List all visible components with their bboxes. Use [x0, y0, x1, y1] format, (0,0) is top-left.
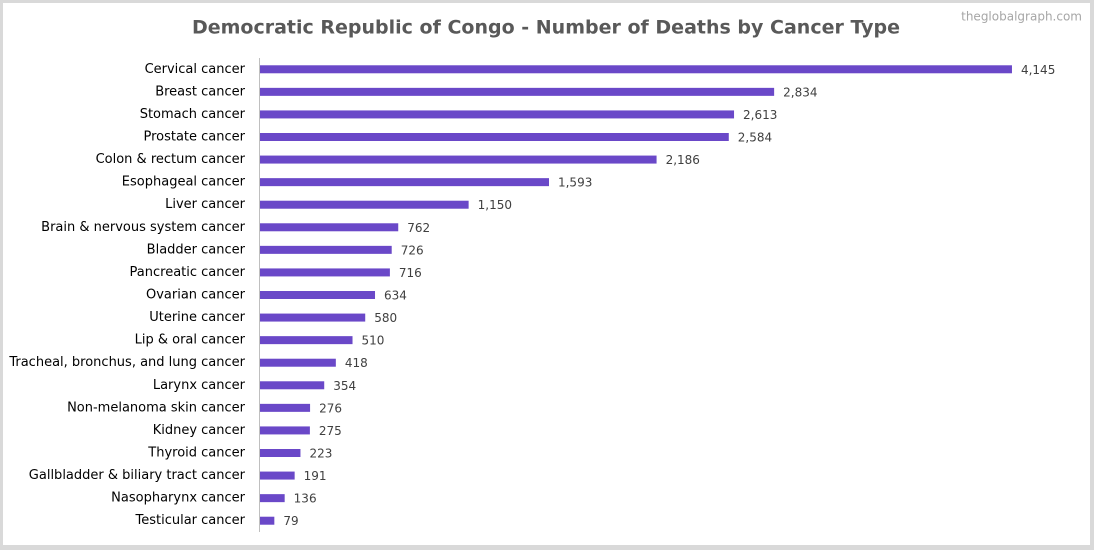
- data-label: 2,186: [666, 153, 700, 167]
- bar: [260, 200, 469, 209]
- y-tick-label: Larynx cancer: [153, 378, 246, 393]
- data-label: 275: [319, 424, 342, 438]
- bar: [260, 178, 549, 187]
- data-label: 716: [399, 266, 422, 280]
- y-tick-label: Uterine cancer: [149, 310, 245, 325]
- data-label: 1,593: [558, 176, 592, 190]
- bar: [260, 516, 275, 525]
- y-tick-label: Bladder cancer: [147, 242, 246, 257]
- bar: [260, 381, 325, 390]
- bar: [260, 155, 657, 164]
- y-tick-label: Lip & oral cancer: [135, 333, 246, 348]
- data-label: 136: [294, 492, 317, 506]
- data-label: 354: [333, 379, 356, 393]
- y-tick-label: Tracheal, bronchus, and lung cancer: [8, 355, 245, 370]
- bar: [260, 245, 392, 254]
- y-tick-label: Liver cancer: [165, 197, 246, 212]
- data-label: 580: [374, 311, 397, 325]
- data-label: 510: [362, 334, 385, 348]
- data-label: 2,834: [783, 85, 817, 99]
- y-tick-label: Ovarian cancer: [146, 288, 246, 303]
- data-label: 223: [309, 447, 332, 461]
- y-tick-label: Cervical cancer: [145, 62, 246, 77]
- bar: [260, 471, 295, 480]
- data-label: 4,145: [1021, 63, 1055, 77]
- watermark: theglobalgraph.com: [961, 10, 1082, 24]
- y-tick-label: Nasopharynx cancer: [111, 491, 245, 506]
- y-tick-label: Non-melanoma skin cancer: [67, 400, 246, 415]
- bar: [260, 426, 310, 435]
- bar: [260, 336, 353, 345]
- data-label: 2,613: [743, 108, 777, 122]
- data-label: 79: [283, 514, 298, 528]
- data-label: 634: [384, 289, 407, 303]
- y-tick-label: Esophageal cancer: [122, 175, 246, 190]
- data-label: 726: [401, 243, 424, 257]
- bar: [260, 291, 376, 299]
- bar: [260, 223, 399, 232]
- y-tick-label: Breast cancer: [155, 84, 245, 99]
- bar: [260, 268, 390, 277]
- y-tick-label: Kidney cancer: [153, 423, 246, 438]
- y-tick-label: Thyroid cancer: [147, 446, 245, 461]
- data-label: 1,150: [478, 198, 512, 212]
- data-label: 762: [407, 221, 430, 235]
- y-tick-label: Colon & rectum cancer: [96, 152, 246, 167]
- y-tick-label: Prostate cancer: [143, 130, 245, 145]
- y-tick-label: Testicular cancer: [135, 513, 246, 528]
- data-label: 276: [319, 401, 342, 415]
- bar: [260, 65, 1012, 74]
- y-tick-label: Stomach cancer: [140, 107, 246, 122]
- chart-title: Democratic Republic of Congo - Number of…: [192, 17, 900, 39]
- bar: [260, 87, 775, 96]
- bar: [260, 494, 285, 503]
- bar: [260, 358, 336, 367]
- y-tick-label: Gallbladder & biliary tract cancer: [29, 468, 246, 483]
- data-label: 2,584: [738, 131, 772, 145]
- bar: [260, 313, 366, 322]
- bar: [260, 110, 735, 119]
- y-tick-label: Pancreatic cancer: [130, 265, 246, 280]
- bar: [260, 449, 301, 457]
- bar: [260, 403, 311, 412]
- data-label: 191: [304, 469, 327, 483]
- bar: [260, 133, 729, 141]
- y-tick-label: Brain & nervous system cancer: [41, 220, 245, 235]
- data-label: 418: [345, 356, 368, 370]
